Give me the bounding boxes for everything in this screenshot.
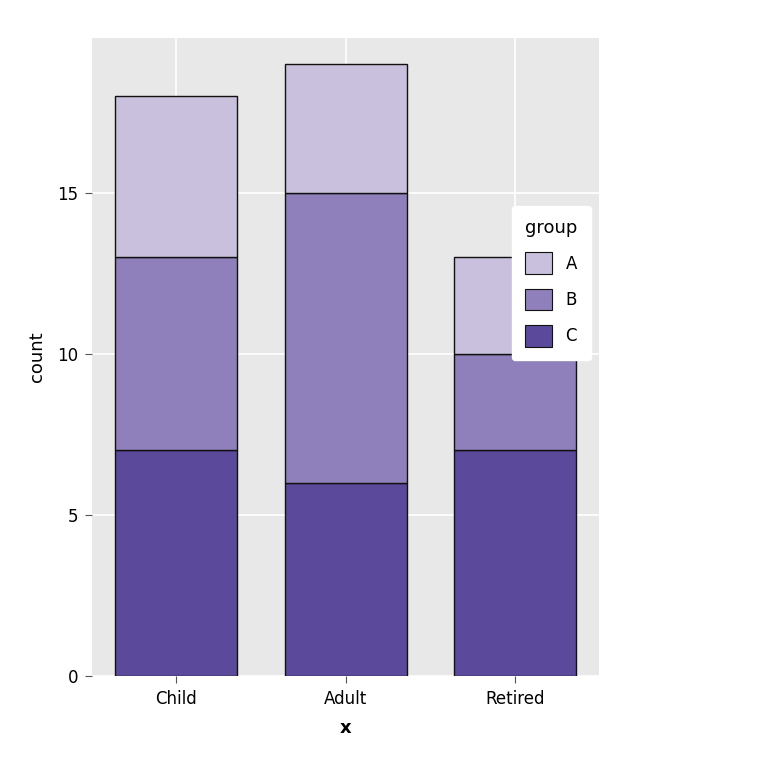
Bar — [115, 96, 237, 257]
Y-axis label: count: count — [28, 332, 46, 382]
Legend: A, B, C: A, B, C — [511, 206, 591, 360]
Bar — [454, 354, 576, 451]
Bar — [285, 65, 406, 193]
X-axis label: x: x — [339, 719, 352, 737]
Bar — [115, 451, 237, 676]
Bar — [454, 451, 576, 676]
Bar — [285, 482, 406, 676]
Bar — [454, 257, 576, 354]
Bar — [285, 193, 406, 482]
Bar — [115, 257, 237, 451]
